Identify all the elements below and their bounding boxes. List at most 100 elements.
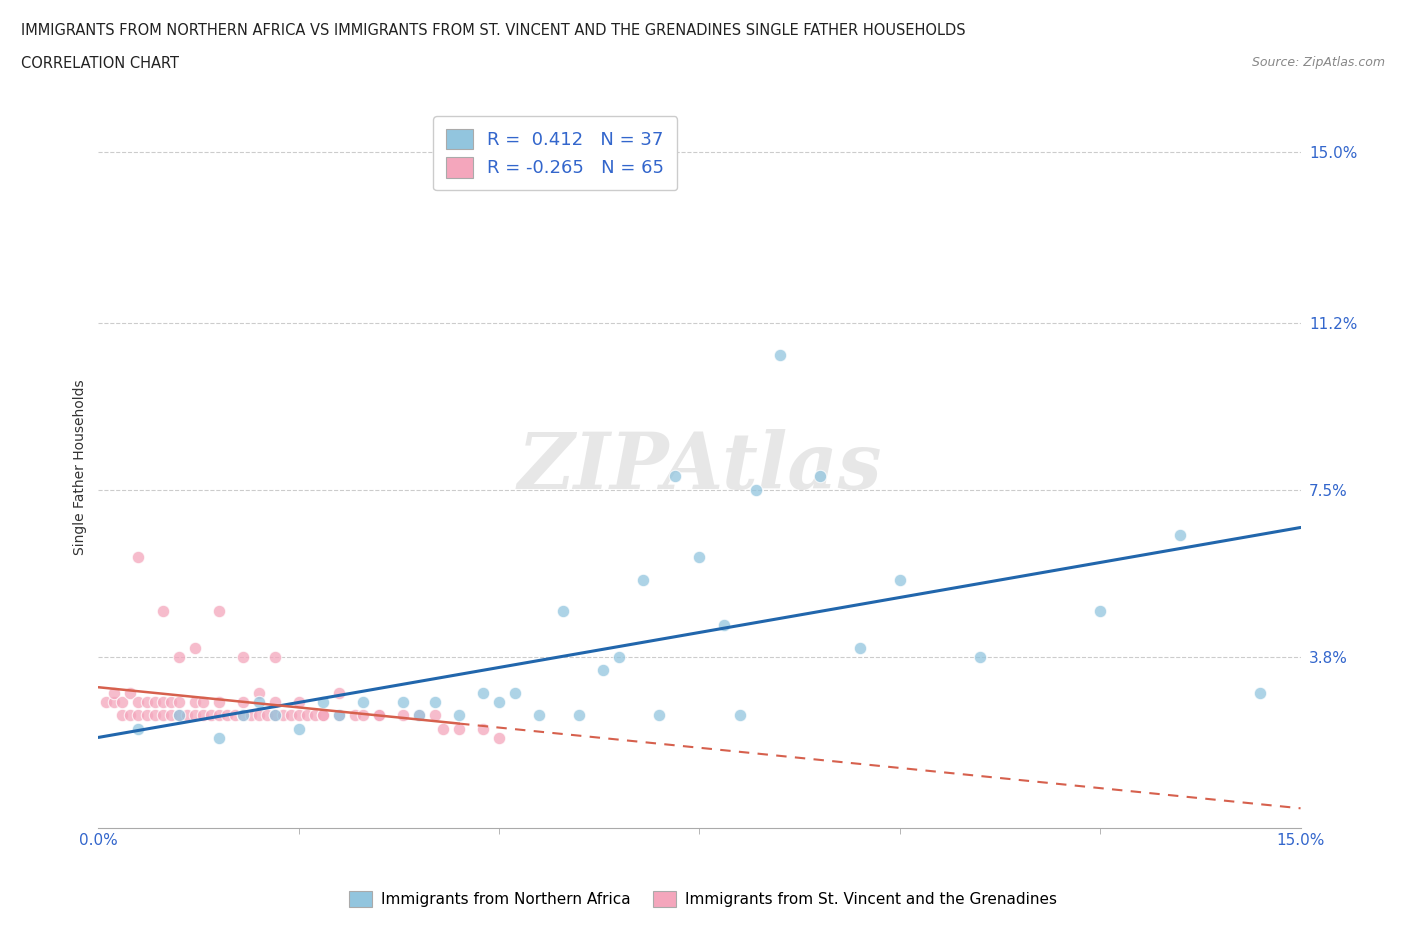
Point — [592, 662, 614, 677]
Point — [488, 730, 510, 745]
Point — [232, 649, 254, 664]
Point — [768, 347, 790, 362]
Point — [232, 694, 254, 709]
Point — [111, 694, 134, 709]
Point — [808, 469, 831, 484]
Point — [343, 708, 366, 723]
Point — [263, 649, 285, 664]
Point — [208, 694, 231, 709]
Point — [247, 694, 270, 709]
Point — [392, 694, 415, 709]
Point — [200, 708, 222, 723]
Point — [408, 708, 430, 723]
Point — [263, 708, 285, 723]
Point — [295, 708, 318, 723]
Point — [128, 694, 150, 709]
Point — [352, 708, 374, 723]
Point — [128, 550, 150, 565]
Point — [312, 708, 335, 723]
Point — [176, 708, 198, 723]
Text: ZIPAtlas: ZIPAtlas — [517, 429, 882, 506]
Point — [352, 694, 374, 709]
Y-axis label: Single Father Households: Single Father Households — [73, 379, 87, 555]
Point — [312, 694, 335, 709]
Point — [609, 649, 631, 664]
Point — [568, 708, 591, 723]
Point — [328, 708, 350, 723]
Point — [368, 708, 391, 723]
Point — [713, 618, 735, 632]
Point — [183, 640, 205, 655]
Point — [159, 708, 181, 723]
Point — [368, 708, 391, 723]
Point — [120, 708, 142, 723]
Point — [152, 604, 174, 619]
Point — [447, 721, 470, 736]
Point — [191, 708, 214, 723]
Point — [135, 708, 157, 723]
Point — [432, 721, 454, 736]
Point — [280, 708, 302, 723]
Point — [312, 708, 335, 723]
Point — [472, 685, 495, 700]
Point — [247, 685, 270, 700]
Point — [191, 694, 214, 709]
Point — [128, 721, 150, 736]
Legend: Immigrants from Northern Africa, Immigrants from St. Vincent and the Grenadines: Immigrants from Northern Africa, Immigra… — [343, 884, 1063, 913]
Point — [288, 721, 311, 736]
Point — [208, 730, 231, 745]
Point — [263, 694, 285, 709]
Point — [152, 708, 174, 723]
Point — [167, 708, 190, 723]
Point — [664, 469, 686, 484]
Text: IMMIGRANTS FROM NORTHERN AFRICA VS IMMIGRANTS FROM ST. VINCENT AND THE GRENADINE: IMMIGRANTS FROM NORTHERN AFRICA VS IMMIG… — [21, 23, 966, 38]
Point — [304, 708, 326, 723]
Point — [232, 708, 254, 723]
Point — [553, 604, 575, 619]
Point — [96, 694, 118, 709]
Point — [889, 573, 911, 588]
Legend: R =  0.412   N = 37, R = -0.265   N = 65: R = 0.412 N = 37, R = -0.265 N = 65 — [433, 116, 678, 191]
Point — [728, 708, 751, 723]
Point — [215, 708, 238, 723]
Point — [1170, 527, 1192, 542]
Point — [208, 604, 231, 619]
Point — [239, 708, 262, 723]
Text: Source: ZipAtlas.com: Source: ZipAtlas.com — [1251, 56, 1385, 69]
Point — [183, 694, 205, 709]
Point — [247, 708, 270, 723]
Point — [167, 708, 190, 723]
Point — [167, 694, 190, 709]
Point — [688, 550, 710, 565]
Point — [232, 708, 254, 723]
Point — [529, 708, 551, 723]
Point — [256, 708, 278, 723]
Point — [328, 685, 350, 700]
Point — [1088, 604, 1111, 619]
Point — [488, 694, 510, 709]
Point — [143, 708, 166, 723]
Point — [472, 721, 495, 736]
Point — [208, 708, 231, 723]
Point — [135, 694, 157, 709]
Point — [288, 694, 311, 709]
Point — [288, 708, 311, 723]
Point — [408, 708, 430, 723]
Point — [128, 708, 150, 723]
Point — [159, 694, 181, 709]
Point — [392, 708, 415, 723]
Point — [849, 640, 872, 655]
Point — [271, 708, 294, 723]
Point — [423, 708, 446, 723]
Point — [423, 694, 446, 709]
Point — [447, 708, 470, 723]
Point — [152, 694, 174, 709]
Point — [120, 685, 142, 700]
Point — [744, 483, 766, 498]
Point — [183, 708, 205, 723]
Point — [143, 694, 166, 709]
Point — [167, 649, 190, 664]
Point — [328, 708, 350, 723]
Point — [103, 685, 125, 700]
Text: CORRELATION CHART: CORRELATION CHART — [21, 56, 179, 71]
